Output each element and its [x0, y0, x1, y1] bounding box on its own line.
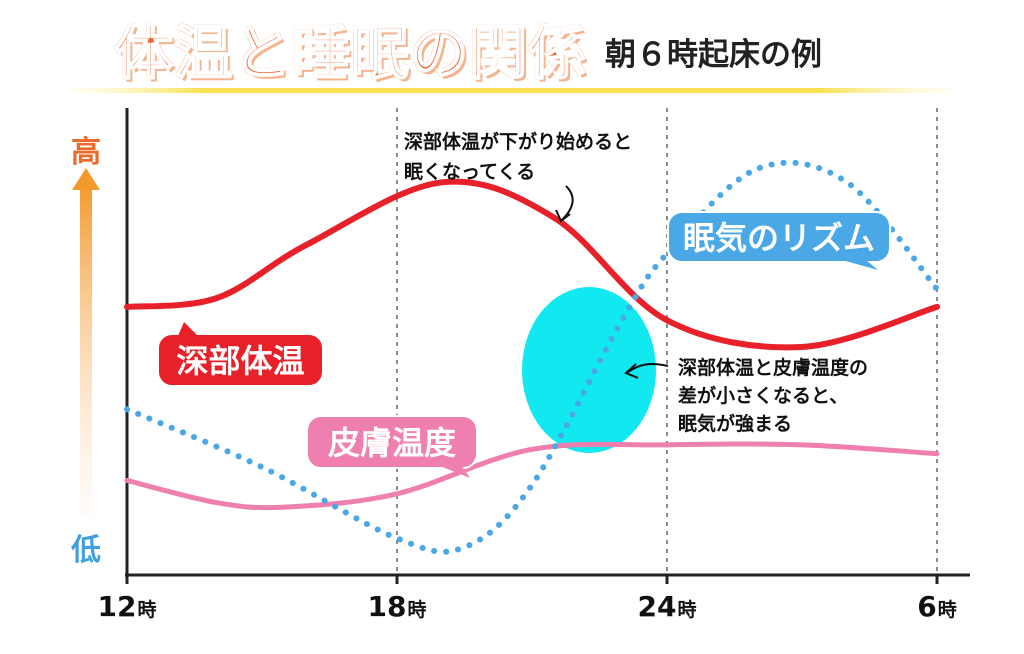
annotation-arrowhead [624, 363, 639, 379]
annotation-arrowhead [555, 209, 571, 223]
callout-box [667, 211, 891, 263]
x-tick-label: 18時 [368, 590, 427, 623]
series-line-皮膚温度 [124, 441, 940, 511]
callout-tail [440, 466, 470, 478]
annotation-arrow [627, 363, 669, 373]
title-area: 体温と睡眠の関係 朝６時起床の例 [114, 8, 823, 88]
y-high-label: 高 [71, 135, 101, 170]
callout-label: 皮膚温度 [328, 424, 456, 462]
callout-tail [842, 260, 878, 270]
series-label-sleepiness: 眠気のリズム [667, 211, 891, 270]
y-arrow-head [72, 168, 100, 190]
x-tick-label: 24時 [638, 590, 697, 623]
chart-subtitle: 朝６時起床の例 [605, 36, 823, 73]
annotation-gap-small: 深部体温と皮膚温度の差が小さくなると、眠気が強まる [678, 356, 868, 435]
series-label-core-temp: 深部体温 [157, 322, 324, 387]
highlight-ellipse [522, 287, 656, 453]
series-line-深部体温 [124, 178, 940, 351]
callout-label: 深部体温 [176, 342, 304, 380]
callout-box [157, 333, 324, 387]
callout-tail [178, 322, 198, 336]
chart-title: 体温と睡眠の関係 [114, 18, 588, 88]
y-low-label: 低 [70, 533, 101, 568]
callout-box [306, 415, 478, 469]
x-tick-label: 12時 [98, 590, 157, 623]
annotation-temp-drop: 深部体温が下がり始めると眠くなってくる [404, 130, 632, 183]
series-label-skin-temp: 皮膚温度 [306, 415, 478, 478]
y-arrow-shaft [80, 185, 92, 515]
callout-label: 眠気のリズム [683, 219, 875, 257]
x-tick-label: 6時 [917, 590, 957, 623]
title-underline [70, 88, 950, 93]
